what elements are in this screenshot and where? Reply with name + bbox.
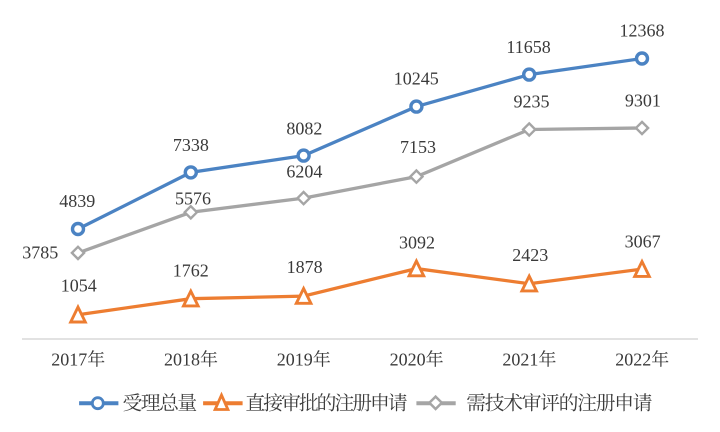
- svg-text:2018: 2018: [164, 350, 200, 370]
- svg-text:1762: 1762: [173, 260, 209, 280]
- svg-text:6204: 6204: [286, 162, 322, 182]
- svg-text:11658: 11658: [506, 37, 550, 57]
- svg-text:3067: 3067: [625, 231, 661, 251]
- svg-text:4839: 4839: [59, 191, 95, 211]
- svg-text:2019: 2019: [277, 350, 313, 370]
- svg-text:10245: 10245: [394, 69, 439, 89]
- svg-text:9301: 9301: [625, 90, 661, 110]
- svg-text:2020: 2020: [390, 350, 426, 370]
- svg-text:1878: 1878: [287, 257, 323, 277]
- svg-text:7338: 7338: [173, 135, 209, 155]
- svg-text:5576: 5576: [175, 189, 211, 209]
- svg-text:2017: 2017: [51, 350, 87, 370]
- svg-text:2423: 2423: [512, 245, 548, 265]
- svg-text:3785: 3785: [22, 243, 58, 263]
- svg-text:3092: 3092: [399, 233, 435, 253]
- svg-text:12368: 12368: [620, 21, 665, 41]
- svg-text:7153: 7153: [400, 137, 436, 157]
- svg-text:9235: 9235: [514, 92, 550, 112]
- svg-text:2021: 2021: [502, 350, 538, 370]
- svg-text:2022: 2022: [615, 350, 651, 370]
- svg-text:8082: 8082: [286, 118, 322, 138]
- svg-text:1054: 1054: [61, 276, 97, 296]
